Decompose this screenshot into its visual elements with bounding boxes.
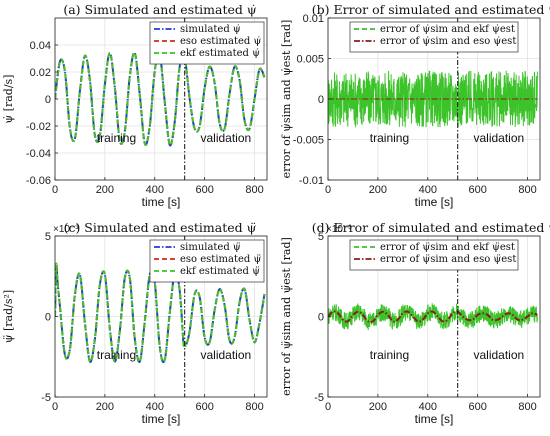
x-tick-label: 800 [518, 184, 536, 196]
y-tick-label: 0.04 [30, 40, 51, 52]
y-tick-label: -0.005 [293, 135, 324, 147]
y-tick-label: 0 [318, 312, 324, 324]
x-axis-label: time [s] [415, 195, 454, 209]
panel-0: training validation 0 200 400 600 800 -0.06 -0.0… [2, 2, 268, 209]
y-tick-label: -5 [314, 392, 324, 404]
y-tick-label: 5 [318, 231, 324, 243]
panel-title: (a) Simulated and estimated ψ̇ [63, 2, 257, 17]
x-tick-label: 800 [245, 401, 263, 413]
series-group [55, 262, 266, 364]
y-tick-label: 0.02 [30, 67, 51, 79]
x-tick-label: 200 [369, 184, 387, 196]
y-tick-label: 5 [45, 231, 51, 243]
y-exponent-label: ×10⁻³ [53, 224, 79, 235]
x-tick-label: 200 [96, 184, 114, 196]
x-tick-label: 0 [325, 401, 331, 413]
validation-annotation: validation [473, 348, 524, 362]
y-axis-label: ψ̇ [rad/s] [2, 75, 15, 124]
panel-1: training validation 0 200 400 600 800 -0.01 -0.0… [280, 2, 550, 209]
series-group [328, 303, 538, 331]
x-tick-label: 0 [325, 184, 331, 196]
training-annotation: training [97, 131, 136, 145]
panel-title: (d) Error of simulated and estimated ψ̈ [312, 220, 550, 235]
y-exponent-label: ×10⁻³ [326, 224, 352, 235]
x-tick-label: 200 [96, 401, 114, 413]
x-tick-label: 0 [52, 401, 58, 413]
y-tick-label: -5 [41, 392, 51, 404]
y-tick-label: 0.005 [296, 54, 324, 66]
legend: simulated ψ̈eso estimated ψ̈ekf estimate… [149, 239, 265, 283]
x-tick-label: 600 [195, 184, 213, 196]
validation-annotation: validation [200, 348, 251, 362]
x-tick-label: 600 [468, 184, 486, 196]
legend-label-1: error of ψ̇sim and eso ψ̇est [380, 36, 516, 47]
legend-label-0: error of ψ̈sim and ekf ψ̈est [380, 242, 515, 253]
y-tick-label: 0.01 [303, 13, 324, 25]
x-tick-label: 400 [146, 401, 164, 413]
y-tick-label: -0.06 [26, 175, 51, 187]
legend-label-1: error of ψ̈sim and eso ψ̈est [380, 254, 516, 265]
y-axis-label: ψ̈ [rad/s²] [2, 290, 15, 343]
x-axis-label: time [s] [415, 412, 454, 426]
x-axis-label: time [s] [142, 195, 181, 209]
validation-annotation: validation [473, 131, 524, 145]
legend-label-0: simulated ψ̈ [180, 242, 241, 253]
legend-label-0: error of ψ̇sim and ekf ψ̇est [380, 24, 515, 35]
training-annotation: training [97, 348, 136, 362]
x-tick-label: 800 [245, 184, 263, 196]
y-axis-label: error of ψ̈sim and ψ̈est [rad] [280, 237, 293, 396]
y-tick-label: 0 [45, 312, 51, 324]
x-tick-label: 400 [146, 184, 164, 196]
x-tick-label: 400 [419, 184, 437, 196]
series-0-line [55, 262, 266, 364]
series-2-line [55, 262, 266, 364]
y-tick-label: -0.04 [26, 148, 51, 160]
y-tick-label: 0 [318, 94, 324, 106]
training-annotation: training [370, 348, 409, 362]
x-tick-label: 800 [518, 401, 536, 413]
panel-title: (b) Error of simulated and estimated ψ̇ [312, 2, 550, 17]
x-axis-label: time [s] [142, 412, 181, 426]
training-annotation: training [370, 131, 409, 145]
series-0-noise-band [328, 303, 538, 331]
legend-label-2: ekf estimated ψ̈ [180, 266, 260, 277]
y-tick-label: -0.02 [26, 121, 51, 133]
panel-title: (c) Simulated and estimated ψ̈ [64, 220, 257, 235]
x-tick-label: 600 [195, 401, 213, 413]
y-axis-label: error of ψ̇sim and ψ̇est [rad] [280, 20, 293, 179]
x-tick-label: 400 [419, 401, 437, 413]
legend-box [349, 239, 519, 271]
legend-label-0: simulated ψ̇ [180, 24, 241, 35]
y-tick-label: 0 [45, 94, 51, 106]
legend-label-1: eso estimated ψ̇ [180, 36, 261, 47]
legend-box [349, 21, 519, 53]
legend-label-1: eso estimated ψ̈ [180, 254, 261, 265]
legend-label-2: ekf estimated ψ̇ [180, 48, 260, 59]
series-0-noise-band [328, 70, 538, 128]
legend: simulated ψ̇eso estimated ψ̇ekf estimate… [149, 21, 265, 65]
x-tick-label: 0 [52, 184, 58, 196]
series-group [328, 70, 538, 128]
x-tick-label: 600 [468, 401, 486, 413]
validation-annotation: validation [200, 131, 251, 145]
x-tick-label: 200 [369, 401, 387, 413]
series-1-line [328, 310, 538, 324]
y-tick-label: -0.01 [299, 175, 324, 187]
